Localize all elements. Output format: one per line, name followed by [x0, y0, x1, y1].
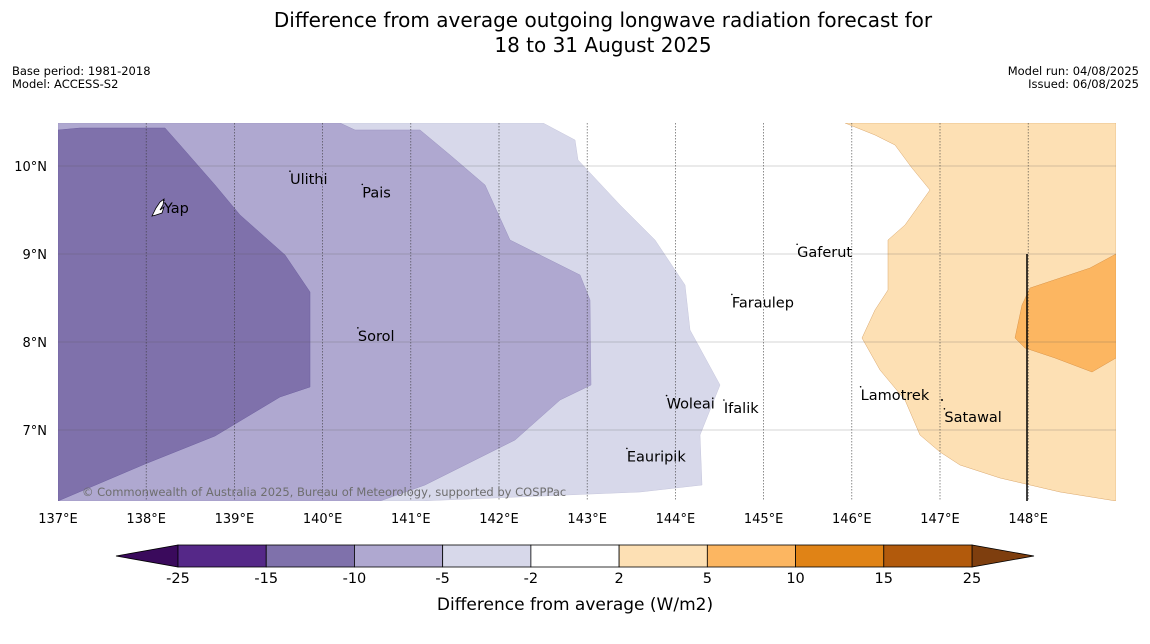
place-label: Eauripik: [627, 449, 686, 465]
colorbar: -25 -15 -10 -5 -2 2 5 10 15 25 Difference from av…: [115, 544, 1035, 615]
place-labels: Yap Ulithi Pais Sorol Gaferut Faraulep Woleai I…: [163, 170, 1002, 465]
colorbar-tick: 15: [875, 571, 893, 587]
place-label: Ifalik: [724, 401, 759, 417]
meta-left: Base period: 1981-2018 Model: ACCESS-S2: [12, 65, 151, 91]
colorbar-segment: [618, 544, 708, 568]
colorbar-tick: -2: [524, 571, 538, 587]
colorbar-under-extension: [115, 544, 179, 568]
issued-date: Issued: 06/08/2025: [1028, 77, 1139, 91]
anomaly-region-2-5: [844, 123, 1116, 501]
place-marker: [357, 327, 359, 329]
lon-tick-label: 141°E: [391, 512, 431, 527]
place-marker: [665, 394, 668, 397]
lat-tick-label: 7°N: [23, 424, 48, 439]
place-label: Sorol: [358, 329, 395, 345]
place-marker: [626, 447, 628, 450]
place-marker: [723, 399, 725, 401]
lon-tick-label: 139°E: [215, 512, 255, 527]
base-period: Base period: 1981-2018: [12, 64, 151, 78]
colorbar-tick: 25: [963, 571, 981, 587]
colorbar-segment: [442, 544, 532, 568]
place-label: Woleai: [667, 397, 715, 413]
colorbar-tick-labels: -25 -15 -10 -5 -2 2 5 10 15 25: [166, 571, 981, 587]
lon-tick-label: 138°E: [126, 512, 166, 527]
lon-tick-label: 143°E: [567, 512, 607, 527]
colorbar-segment: [883, 544, 973, 568]
lon-tick-label: 145°E: [744, 512, 784, 527]
colorbar-segment: [177, 544, 267, 568]
colorbar-over-extension: [971, 544, 1035, 568]
colorbar-segment: [265, 544, 355, 568]
model-name: Model: ACCESS-S2: [12, 77, 119, 91]
place-label: Ulithi: [290, 172, 328, 188]
lon-tick-label: 142°E: [479, 512, 519, 527]
place-marker: [859, 386, 862, 388]
place-marker: [731, 293, 733, 296]
colorbar-segment: [706, 544, 796, 568]
meta-right: Model run: 04/08/2025 Issued: 06/08/2025: [1008, 65, 1139, 91]
place-marker: [289, 170, 291, 172]
title-line-1: Difference from average outgoing longwav…: [273, 8, 933, 32]
colorbar-tick: -15: [254, 571, 278, 587]
colorbar-tick: 2: [614, 571, 623, 587]
place-label: Pais: [362, 185, 391, 201]
lon-tick-label: 147°E: [920, 512, 960, 527]
anomaly-region-neg15-neg10: [58, 127, 311, 501]
title-line-2: 18 to 31 August 2025: [494, 33, 712, 57]
colorbar-segment: [530, 544, 620, 568]
colorbar-segment: [354, 544, 444, 568]
colorbar-tick: -10: [343, 571, 367, 587]
place-marker: [163, 199, 165, 202]
model-run: Model run: 04/08/2025: [1007, 64, 1139, 78]
lon-tick-label: 148°E: [1008, 512, 1048, 527]
longitude-tick-labels: 137°E 138°E 139°E 140°E 141°E 142°E 143°E 144°E…: [38, 512, 1048, 527]
colorbar-segments: [177, 544, 973, 568]
lat-tick-label: 8°N: [23, 336, 48, 351]
colorbar-segment: [795, 544, 885, 568]
place-marker: [943, 408, 946, 410]
colorbar-tick: 10: [786, 571, 804, 587]
colorbar-tick: -5: [435, 571, 449, 587]
lon-tick-label: 140°E: [303, 512, 343, 527]
longitude-gridlines: [145, 123, 1029, 501]
place-label: Lamotrek: [861, 388, 930, 404]
anomaly-region-5-10: [1014, 253, 1116, 373]
atoll-marker: [941, 399, 943, 401]
place-marker: [796, 243, 798, 246]
lon-tick-label: 137°E: [38, 512, 78, 527]
lat-tick-label: 9°N: [23, 248, 48, 263]
map-title: Difference from average outgoing longwav…: [0, 8, 1150, 58]
place-label: Gaferut: [797, 245, 852, 261]
yap-island-shape: [151, 198, 165, 217]
place-label: Satawal: [944, 410, 1001, 426]
colorbar-tick: -25: [166, 571, 190, 587]
copyright-notice: © Commonwealth of Australia 2025, Bureau…: [82, 485, 566, 499]
latitude-tick-labels: 10°N 9°N 8°N 7°N: [14, 160, 47, 439]
lon-tick-label: 146°E: [832, 512, 872, 527]
place-marker: [361, 183, 364, 186]
lat-tick-label: 10°N: [14, 160, 47, 175]
place-label: Faraulep: [732, 295, 794, 311]
lon-tick-label: 144°E: [656, 512, 696, 527]
colorbar-tick: 5: [703, 571, 712, 587]
place-label: Yap: [163, 201, 189, 217]
latitude-gridlines: [58, 165, 1116, 431]
colorbar-label: Difference from average (W/m2): [437, 595, 713, 615]
